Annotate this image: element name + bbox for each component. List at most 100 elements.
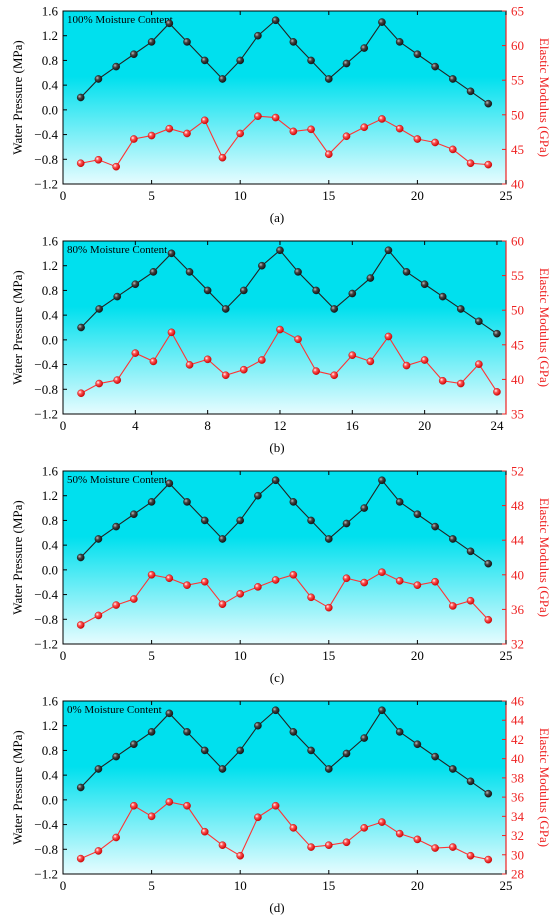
water-pressure-point xyxy=(384,246,393,255)
elastic-modulus-point xyxy=(324,841,333,849)
elastic-modulus-point xyxy=(271,113,280,122)
water-pressure-point xyxy=(484,99,493,108)
chart-panel: 0 5 10 15 20 25 −1.2 −0.8 −0.4 0.0 0.4 0.8 1.2 1.6 40 4… xyxy=(0,0,550,230)
elastic-modulus-point xyxy=(420,356,429,364)
elastic-modulus-point xyxy=(236,129,244,138)
elastic-modulus-point xyxy=(236,851,244,860)
x-tick-label: 0 xyxy=(60,188,67,203)
water-pressure-point xyxy=(218,75,227,83)
water-pressure-point xyxy=(113,292,122,301)
water-pressure-point xyxy=(165,19,174,28)
elastic-modulus-point xyxy=(94,611,103,620)
y-left-tick-label: 0.0 xyxy=(42,102,58,117)
elastic-modulus-point xyxy=(147,812,156,821)
water-pressure-point xyxy=(413,740,422,749)
y-right-tick-label: 40 xyxy=(511,751,524,766)
y-left-tick-label: −0.8 xyxy=(34,382,58,397)
elastic-modulus-point xyxy=(130,135,138,143)
moisture-content-label: 100% Moisture Content xyxy=(67,14,173,26)
y-right-tick-label: 32 xyxy=(511,637,524,652)
elastic-modulus-point xyxy=(330,371,339,380)
elastic-modulus-point xyxy=(112,601,120,609)
elastic-modulus-point xyxy=(342,574,351,583)
x-tick-label: 15 xyxy=(322,188,335,203)
elastic-modulus-point xyxy=(324,603,333,612)
y-left-tick-label: 0.0 xyxy=(42,792,58,807)
water-pressure-point xyxy=(420,280,429,289)
y-left-tick-label: −0.4 xyxy=(34,127,58,142)
y-right-tick-label: 65 xyxy=(511,4,524,19)
water-pressure-point xyxy=(218,535,227,543)
water-pressure-point xyxy=(342,519,351,528)
water-pressure-point xyxy=(456,305,465,313)
y-right-tick-label: 40 xyxy=(511,567,524,582)
water-pressure-point xyxy=(112,522,120,531)
x-tick-label: 10 xyxy=(234,188,247,203)
water-pressure-point xyxy=(466,777,475,786)
chart-svg: 0 5 10 15 20 25 −1.2 −0.8 −0.4 0.0 0.4 0.8 1.2 1.6 32 3… xyxy=(10,464,550,686)
y-left-tick-label: −1.2 xyxy=(34,407,58,422)
water-pressure-point xyxy=(76,93,85,102)
elastic-modulus-point xyxy=(147,131,156,140)
moisture-content-label: 50% Moisture Content xyxy=(67,474,167,486)
y-left-tick-label: 0.8 xyxy=(42,513,58,528)
elastic-modulus-point xyxy=(165,574,174,583)
water-pressure-point xyxy=(236,746,244,755)
y-left-tick-label: 1.6 xyxy=(42,234,59,249)
y-left-tick-label: −1.2 xyxy=(34,177,58,192)
water-pressure-point xyxy=(271,16,280,25)
y-left-tick-label: 1.2 xyxy=(42,488,58,503)
y-left-axis-label: Water Pressure (MPa) xyxy=(10,730,25,844)
elastic-modulus-point xyxy=(221,371,230,380)
elastic-modulus-point xyxy=(271,576,280,584)
elastic-modulus-point xyxy=(484,615,493,624)
chart-svg: 0 4 8 12 16 20 24 −1.2 −0.8 −0.4 0.0 0.4 0.8 1.2 1.6 35… xyxy=(10,234,550,456)
elastic-modulus-point xyxy=(254,813,262,822)
y-left-tick-label: 1.6 xyxy=(42,4,59,19)
y-left-tick-label: 1.2 xyxy=(42,28,58,43)
moisture-content-label: 0% Moisture Content xyxy=(67,704,162,716)
y-right-tick-label: 36 xyxy=(511,790,525,805)
y-left-tick-label: −0.4 xyxy=(34,587,58,602)
elastic-modulus-point xyxy=(94,847,103,855)
water-pressure-point xyxy=(165,709,174,718)
water-pressure-point xyxy=(307,516,315,525)
elastic-modulus-point xyxy=(402,361,411,370)
water-pressure-point xyxy=(147,728,156,736)
elastic-modulus-point xyxy=(258,356,266,364)
x-tick-label: 25 xyxy=(500,878,513,893)
water-pressure-point xyxy=(236,56,244,65)
water-pressure-point xyxy=(203,286,212,295)
y-right-axis-label: Elastic Modulus (GPa) xyxy=(537,728,550,847)
water-pressure-point xyxy=(395,728,404,736)
x-tick-label: 15 xyxy=(322,878,335,893)
water-pressure-point xyxy=(402,268,411,276)
y-right-axis-label: Elastic Modulus (GPa) xyxy=(537,498,550,617)
chart-svg: 0 5 10 15 20 25 −1.2 −0.8 −0.4 0.0 0.4 0.8 1.2 1.6 28 3… xyxy=(10,694,550,916)
y-left-tick-label: 0.4 xyxy=(42,78,59,93)
water-pressure-point xyxy=(378,706,386,715)
y-right-tick-label: 34 xyxy=(511,809,525,824)
elastic-modulus-point xyxy=(76,159,85,168)
water-pressure-point xyxy=(131,280,140,289)
water-pressure-point xyxy=(240,286,248,295)
y-left-tick-label: −0.8 xyxy=(34,612,58,627)
water-pressure-point xyxy=(183,728,191,736)
panel-caption: (a) xyxy=(270,210,284,225)
x-tick-label: 0 xyxy=(60,648,67,663)
water-pressure-point xyxy=(76,783,85,792)
water-pressure-point xyxy=(484,559,493,568)
y-left-tick-label: −0.8 xyxy=(34,152,58,167)
elastic-modulus-point xyxy=(203,355,212,364)
water-pressure-point xyxy=(466,547,475,556)
water-pressure-point xyxy=(183,38,191,46)
elastic-modulus-point xyxy=(395,829,404,838)
water-pressure-point xyxy=(449,75,457,83)
elastic-modulus-point xyxy=(254,112,262,120)
y-left-axis-label: Water Pressure (MPa) xyxy=(10,500,25,614)
elastic-modulus-point xyxy=(484,160,493,169)
x-tick-label: 5 xyxy=(148,878,155,893)
water-pressure-point xyxy=(348,289,357,298)
y-right-tick-label: 60 xyxy=(511,234,524,249)
elastic-modulus-point xyxy=(76,854,85,863)
